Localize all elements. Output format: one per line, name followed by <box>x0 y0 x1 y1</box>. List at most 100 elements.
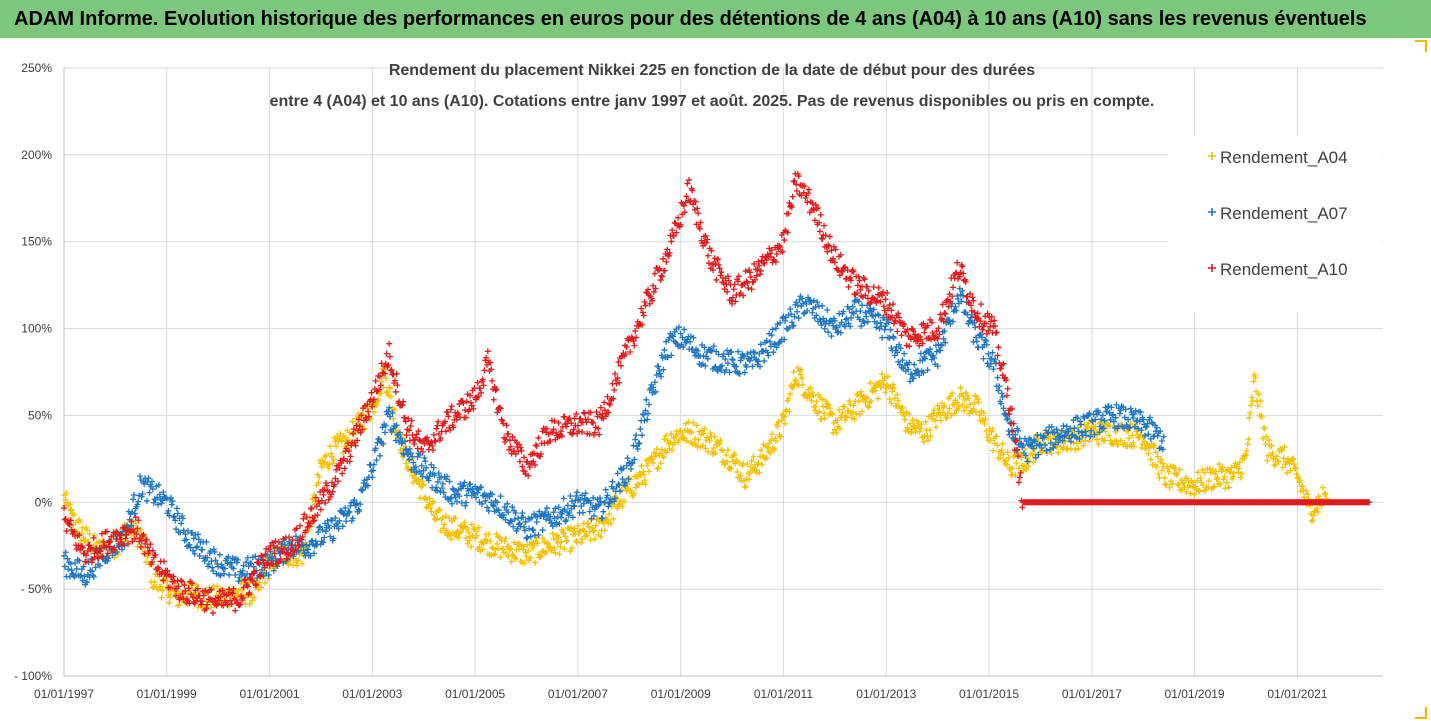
data-point-marker <box>185 585 192 592</box>
data-point-marker <box>862 292 869 299</box>
data-point-marker <box>843 315 850 322</box>
data-point-marker <box>248 560 255 567</box>
data-point-marker <box>566 509 573 516</box>
data-point-marker <box>329 460 336 467</box>
data-point-marker <box>1002 374 1009 381</box>
data-point-marker <box>236 574 243 581</box>
data-point-marker <box>1145 431 1152 438</box>
data-point-marker <box>772 437 779 444</box>
x-tick-label: 01/01/2017 <box>1062 687 1122 701</box>
data-point-marker <box>879 292 886 299</box>
data-point-marker <box>365 408 372 415</box>
data-point-marker <box>962 278 969 285</box>
data-point-marker <box>650 384 657 391</box>
data-point-marker <box>229 590 236 597</box>
data-point-marker <box>708 247 715 254</box>
data-point-marker <box>497 554 504 561</box>
data-point-marker <box>864 318 871 325</box>
data-point-marker <box>889 388 896 395</box>
data-point-marker <box>1087 433 1094 440</box>
data-point-marker <box>599 515 606 522</box>
data-point-marker <box>505 553 512 560</box>
data-point-marker <box>1280 455 1287 462</box>
data-point-marker <box>1063 423 1070 430</box>
data-point-marker <box>765 352 772 359</box>
data-point-marker <box>405 464 412 471</box>
data-point-marker <box>583 419 590 426</box>
data-point-marker <box>311 517 318 524</box>
data-point-marker <box>604 492 611 499</box>
data-point-marker <box>243 559 250 566</box>
data-point-marker <box>321 486 328 493</box>
data-point-marker <box>512 510 519 517</box>
data-point-marker <box>345 448 352 455</box>
data-point-marker <box>554 513 561 520</box>
data-point-marker <box>79 577 86 584</box>
data-point-marker <box>259 553 266 560</box>
data-point-marker <box>93 550 100 557</box>
data-point-marker <box>1273 453 1280 460</box>
data-point-marker <box>1127 420 1134 427</box>
data-point-marker <box>403 447 410 454</box>
data-point-marker <box>317 506 324 513</box>
data-point-marker <box>1194 469 1201 476</box>
data-point-marker <box>1099 412 1106 419</box>
data-point-marker <box>825 329 832 336</box>
data-point-marker <box>458 528 465 535</box>
data-point-marker <box>516 458 523 465</box>
data-point-marker <box>846 305 853 312</box>
data-point-marker <box>740 292 747 299</box>
data-point-marker <box>1158 456 1165 463</box>
y-tick-label: 0% <box>35 495 53 509</box>
data-point-marker <box>640 411 647 418</box>
data-point-marker <box>237 601 244 608</box>
data-point-marker <box>767 338 774 345</box>
data-point-marker <box>537 554 544 561</box>
data-point-marker <box>669 447 676 454</box>
data-point-marker <box>993 329 1000 336</box>
data-point-marker <box>709 347 716 354</box>
data-point-marker <box>787 391 794 398</box>
data-point-marker <box>879 289 886 296</box>
data-point-marker <box>616 379 623 386</box>
data-point-marker <box>773 344 780 351</box>
data-point-marker <box>495 507 502 514</box>
data-point-marker <box>300 515 307 522</box>
data-point-marker <box>1015 479 1022 486</box>
data-point-marker <box>868 398 875 405</box>
data-point-marker <box>696 225 703 232</box>
data-point-marker <box>1278 446 1285 453</box>
data-point-marker <box>160 489 167 496</box>
data-point-marker <box>824 400 831 407</box>
data-point-marker <box>199 598 206 605</box>
data-point-marker <box>927 346 934 353</box>
data-point-marker <box>660 454 667 461</box>
data-point-marker <box>328 453 335 460</box>
data-point-marker <box>793 377 800 384</box>
y-tick-label: 50% <box>28 408 52 422</box>
data-point-marker <box>1019 504 1026 511</box>
data-point-marker <box>104 557 111 564</box>
data-point-marker <box>634 446 641 453</box>
data-point-marker <box>481 367 488 374</box>
legend-marker <box>1208 264 1216 272</box>
data-point-marker <box>104 550 111 557</box>
data-point-marker <box>938 342 945 349</box>
data-point-marker <box>836 406 843 413</box>
data-point-marker <box>576 528 583 535</box>
data-point-marker <box>174 510 181 517</box>
data-point-marker <box>655 464 662 471</box>
data-point-marker <box>136 473 143 480</box>
data-point-marker <box>810 392 817 399</box>
data-point-marker <box>551 515 558 522</box>
data-point-marker <box>845 283 852 290</box>
data-point-marker <box>126 527 133 534</box>
data-point-marker <box>228 600 235 607</box>
data-point-marker <box>740 352 747 359</box>
data-point-marker <box>895 310 902 317</box>
data-point-marker <box>951 410 958 417</box>
data-point-marker <box>474 489 481 496</box>
data-point-marker <box>520 523 527 530</box>
data-point-marker <box>200 592 207 599</box>
